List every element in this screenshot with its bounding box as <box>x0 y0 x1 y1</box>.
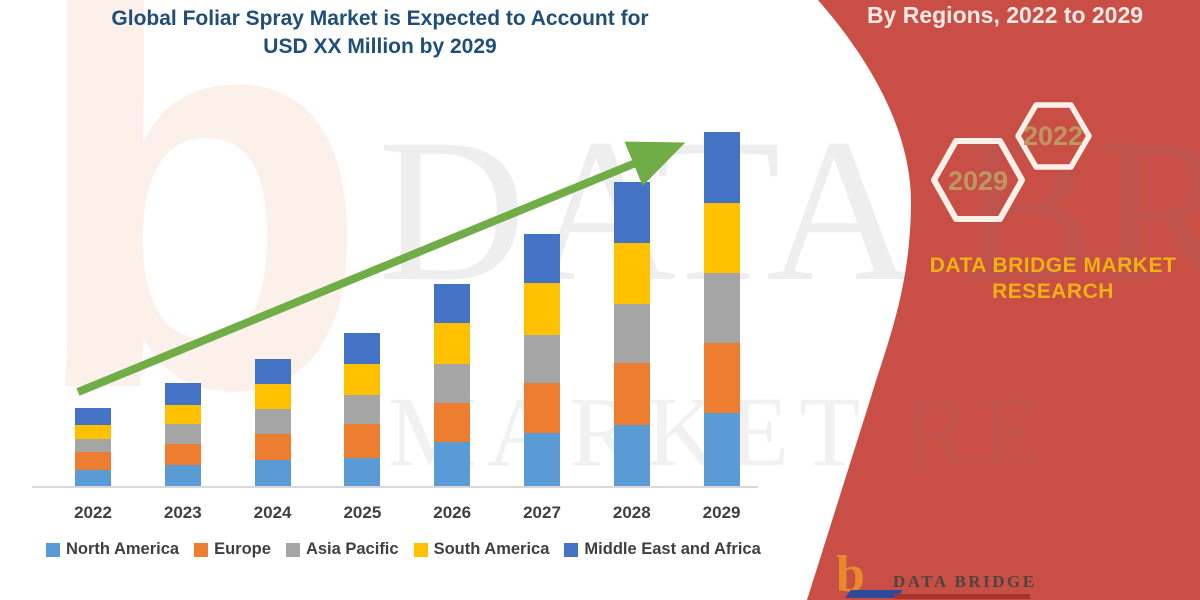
bar-segment-2025-europe <box>344 424 381 458</box>
bar-segment-2024-asia-pacific <box>254 409 291 434</box>
legend-item-south-america: South America <box>413 540 550 559</box>
legend-swatch-icon <box>564 542 579 557</box>
bar-segment-2029-north-america <box>703 413 740 486</box>
hexagon-2022 <box>1015 102 1092 170</box>
x-axis-label-2023: 2023 <box>163 503 202 522</box>
hexagon-2022-label: 2022 <box>1023 121 1083 151</box>
x-axis-label-2025: 2025 <box>343 503 382 522</box>
bar-segment-2023-europe <box>164 444 201 465</box>
legend-label: North America <box>66 540 180 558</box>
bar-segment-2029-europe <box>703 343 740 413</box>
bar-segment-2022-north-america <box>75 470 111 486</box>
legend-swatch-icon <box>46 542 60 557</box>
x-axis-label-2029: 2029 <box>702 503 741 522</box>
legend-item-asia-pacific: Asia Pacific <box>285 540 399 559</box>
legend-swatch-icon <box>194 542 209 557</box>
bar-segment-2022-middle-east-and-africa <box>75 408 111 425</box>
x-axis-line <box>32 486 758 488</box>
hexagon-2029-label: 2029 <box>948 166 1008 196</box>
bar-segment-2029-middle-east-and-africa <box>703 132 740 203</box>
bar-segment-2023-south-america <box>164 405 201 424</box>
footer-logo: b DATA BRIDGE <box>836 549 1096 600</box>
bar-segment-2022-asia-pacific <box>75 439 111 452</box>
legend-label: Middle East and Africa <box>584 540 761 558</box>
banner-brand-line2: RESEARCH <box>992 280 1114 304</box>
chart-legend: North America Europe Asia Pacific South Ame… <box>46 540 776 559</box>
bar-segment-2024-north-america <box>254 460 291 486</box>
footer-logo-name: DATA BRIDGE <box>893 572 1037 591</box>
bar-segment-2025-asia-pacific <box>344 395 381 424</box>
hexagon-2029 <box>931 138 1025 222</box>
bar-segment-2022-south-america <box>75 425 111 439</box>
chart-title-line2: USD XX Million by 2029 <box>263 35 497 59</box>
bar-segment-2028-north-america <box>613 425 650 486</box>
bar-segment-2026-europe <box>434 403 471 442</box>
bar-segment-2029-asia-pacific <box>703 273 740 343</box>
x-axis-label-2027: 2027 <box>523 503 561 522</box>
bar-segment-2025-north-america <box>344 458 381 486</box>
bar-segment-2029-south-america <box>703 203 740 273</box>
x-axis-label-2022: 2022 <box>74 503 112 522</box>
x-axis-label-2024: 2024 <box>253 503 292 522</box>
chart-title: Global Foliar Spray Market is Expected t… <box>30 5 730 62</box>
legend-label: South America <box>433 540 550 558</box>
bar-segment-2026-north-america <box>434 442 471 486</box>
legend-item-europe: Europe <box>194 540 271 559</box>
footer-logo-redbar <box>894 594 1030 599</box>
legend-label: Europe <box>214 540 271 558</box>
banner-brand-line1: DATA BRIDGE MARKET <box>929 254 1177 277</box>
bar-segment-2022-europe <box>75 452 111 470</box>
legend-item-middle-east-and-africa: Middle East and Africa <box>564 540 761 559</box>
legend-item-north-america: North America <box>46 540 179 559</box>
bar-segment-2024-europe <box>254 434 291 460</box>
chart-title-line1: Global Foliar Spray Market is Expected t… <box>111 7 649 30</box>
banner-heading: By Regions, 2022 to 2029 <box>866 2 1144 28</box>
bar-segment-2023-north-america <box>164 465 201 486</box>
legend-swatch-icon <box>413 542 428 557</box>
bar-segment-2027-north-america <box>524 433 560 486</box>
x-axis-label-2026: 2026 <box>433 503 472 522</box>
legend-label: Asia Pacific <box>305 540 399 558</box>
x-axis-label-2028: 2028 <box>612 503 651 522</box>
banner-brand-text: DATA BRIDGE MARKET RESEARCH <box>918 253 1188 306</box>
bar-segment-2023-asia-pacific <box>164 424 201 444</box>
legend-swatch-icon <box>285 542 300 557</box>
side-banner-red-region <box>807 0 1200 600</box>
